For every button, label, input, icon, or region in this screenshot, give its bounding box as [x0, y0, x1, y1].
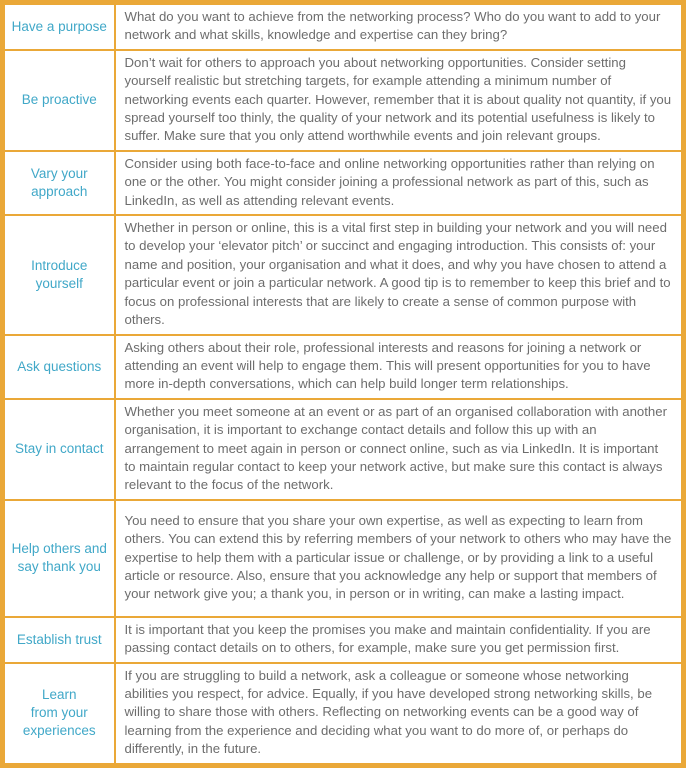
row-text-have-a-purpose: What do you want to achieve from the net… [113, 1, 685, 51]
row-label-learn-from-experiences: Learn from your experiences [1, 661, 116, 767]
table-row: Be proactive Don’t wait for others to ap… [1, 48, 685, 152]
row-label-stay-in-contact: Stay in contact [1, 397, 116, 501]
table-row: Vary your approach Consider using both f… [1, 149, 685, 217]
row-label-help-others: Help others and say thank you [1, 498, 116, 618]
row-label-ask-questions: Ask questions [1, 333, 116, 400]
table-row: Ask questions Asking others about their … [1, 333, 685, 400]
row-label-have-a-purpose: Have a purpose [1, 1, 116, 51]
row-text-learn-from-experiences: If you are struggling to build a network… [113, 661, 685, 767]
row-text-be-proactive: Don’t wait for others to approach you ab… [113, 48, 685, 152]
table-row: Learn from your experiences If you are s… [1, 661, 685, 767]
table-row: Stay in contact Whether you meet someone… [1, 397, 685, 501]
row-text-vary-your-approach: Consider using both face-to-face and onl… [113, 149, 685, 217]
row-text-introduce-yourself: Whether in person or online, this is a v… [113, 214, 685, 336]
table-row: Help others and say thank you You need t… [1, 498, 685, 618]
table-row: Have a purpose What do you want to achie… [1, 1, 685, 51]
row-label-vary-your-approach: Vary your approach [1, 149, 116, 217]
table-row: Introduce yourself Whether in person or … [1, 214, 685, 336]
row-text-stay-in-contact: Whether you meet someone at an event or … [113, 397, 685, 501]
row-label-be-proactive: Be proactive [1, 48, 116, 152]
row-text-help-others: You need to ensure that you share your o… [113, 498, 685, 618]
row-text-establish-trust: It is important that you keep the promis… [113, 615, 685, 664]
row-label-establish-trust: Establish trust [1, 615, 116, 664]
table-row: Establish trust It is important that you… [1, 615, 685, 664]
row-label-introduce-yourself: Introduce yourself [1, 214, 116, 336]
row-text-ask-questions: Asking others about their role, professi… [113, 333, 685, 400]
